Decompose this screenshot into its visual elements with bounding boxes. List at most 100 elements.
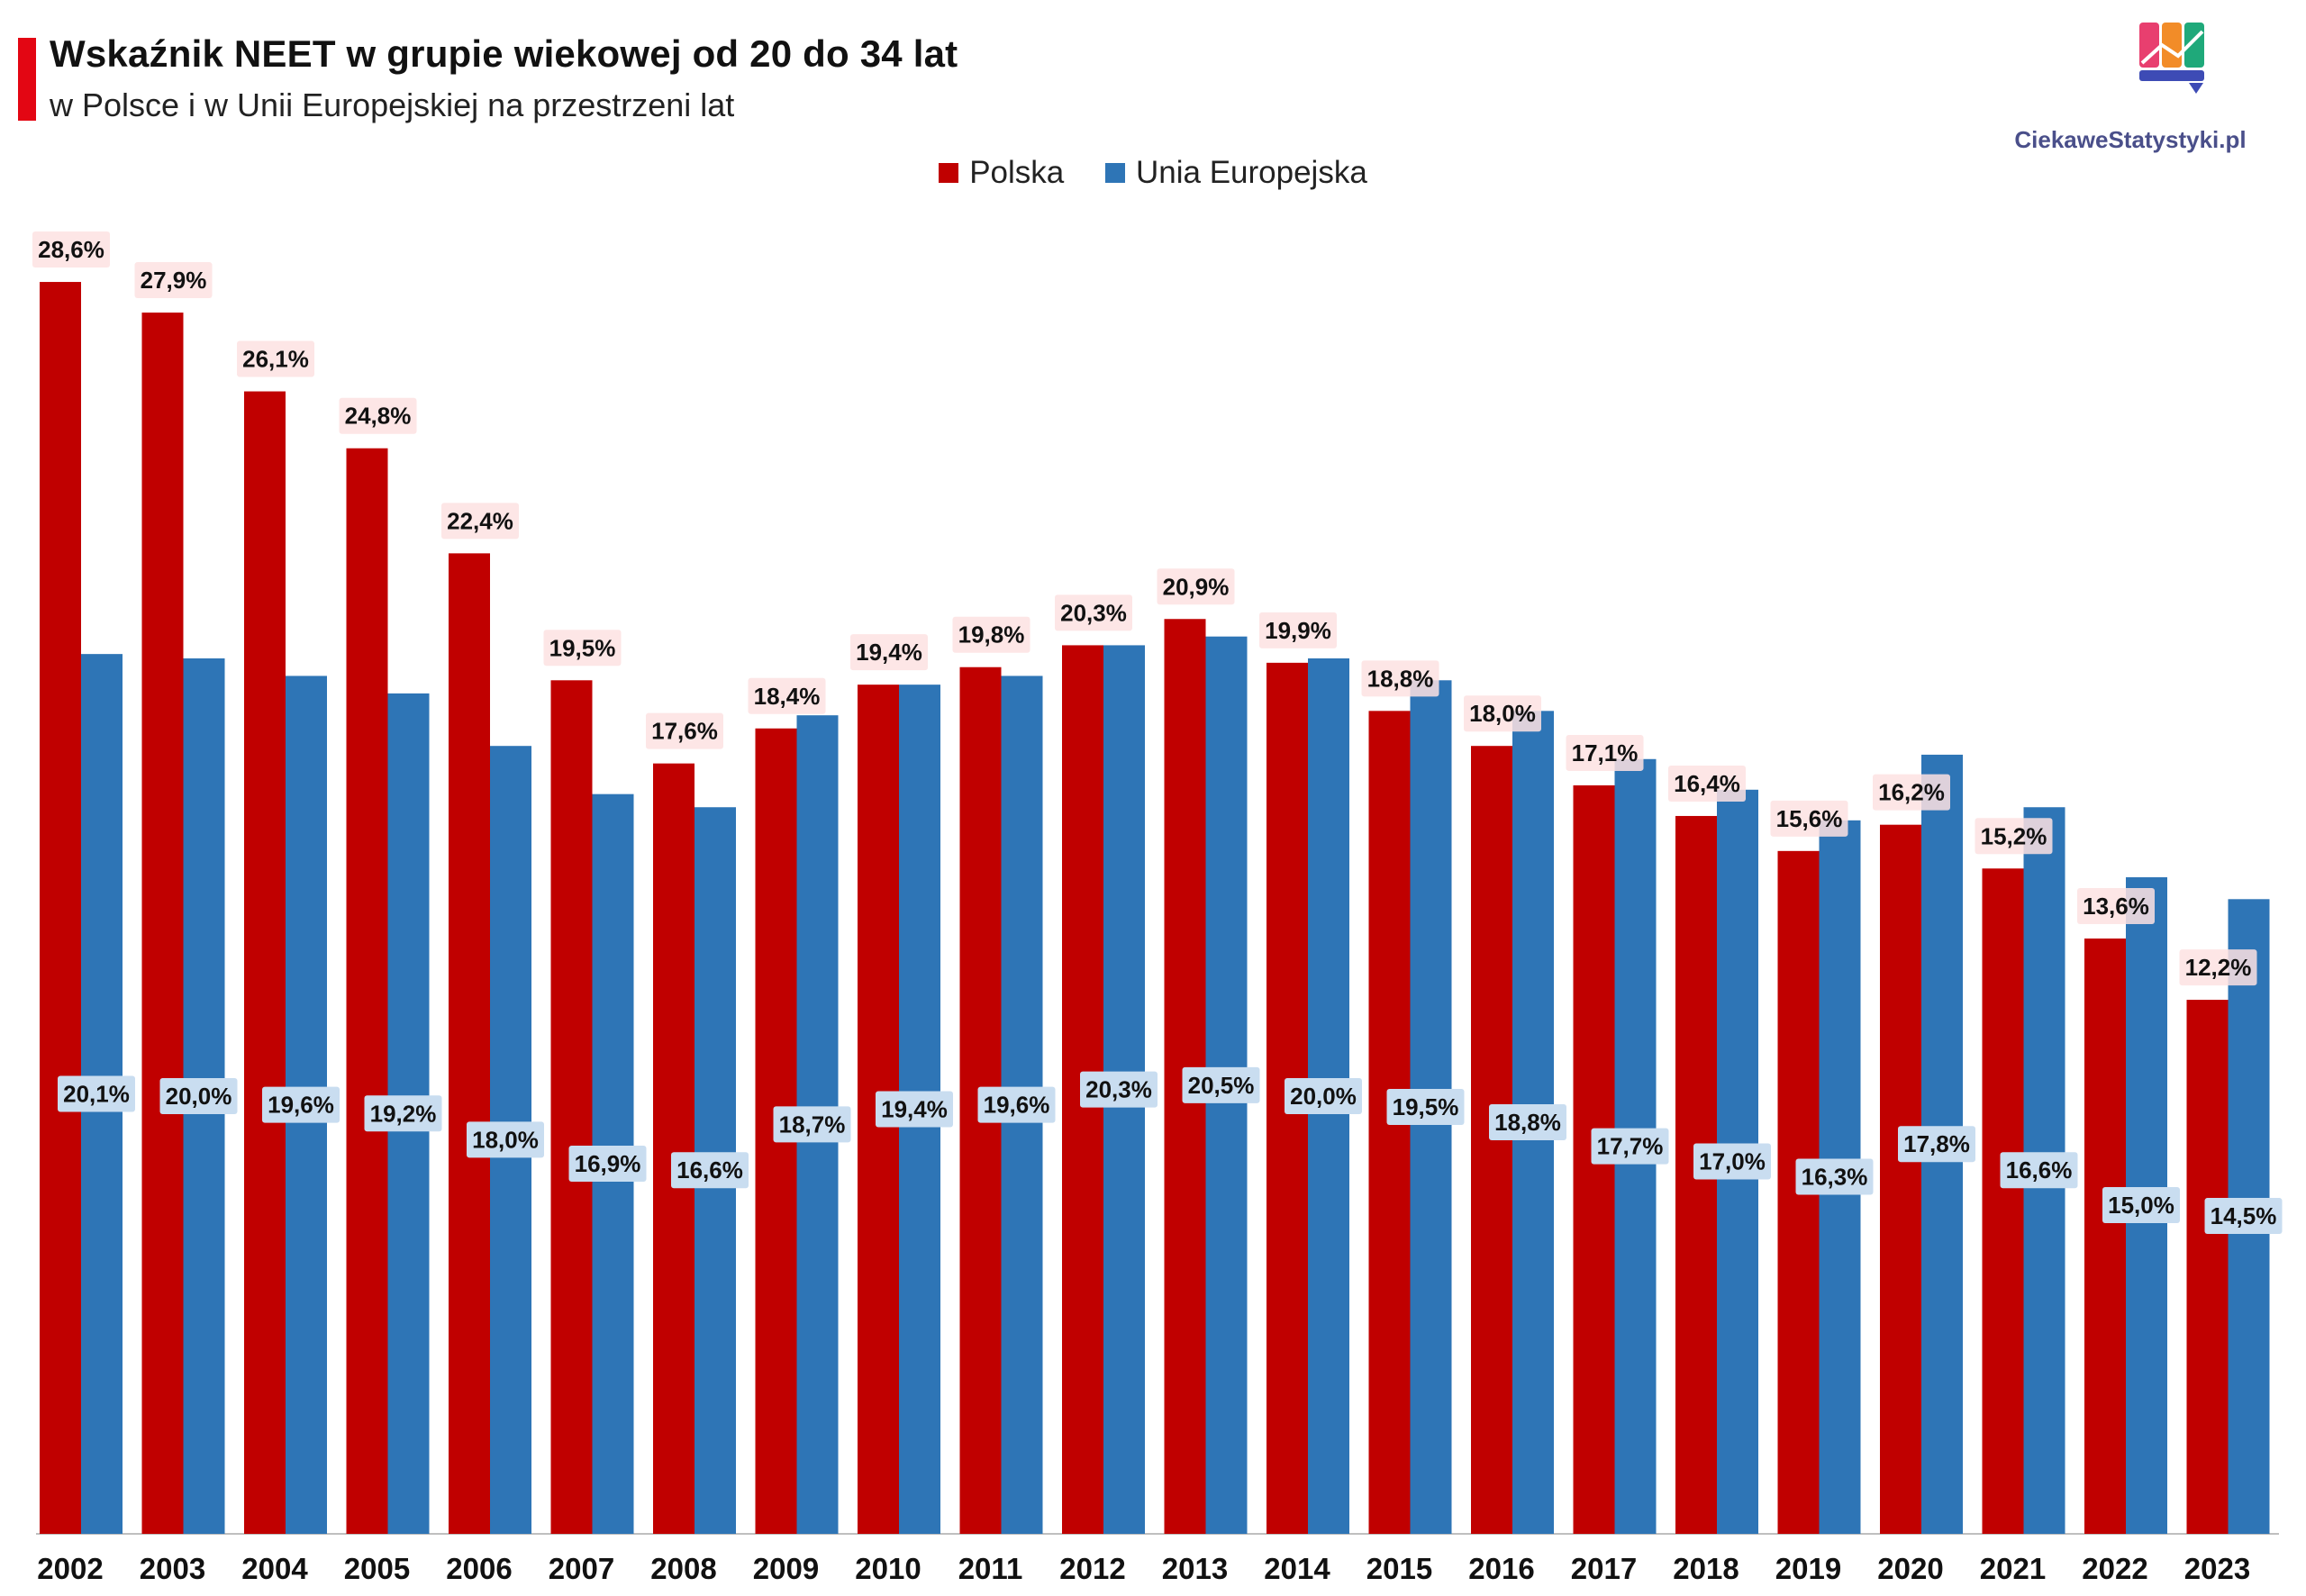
x-tick-2020: 2020 — [1877, 1552, 1943, 1585]
label-bg-ue-2012 — [1080, 1071, 1158, 1108]
data-label-polska-2017: 17,1% — [1572, 739, 1639, 766]
bar-polska-2022 — [2084, 939, 2126, 1534]
data-label-ue-2017: 17,7% — [1597, 1133, 1664, 1160]
x-tick-2017: 2017 — [1571, 1552, 1637, 1585]
legend-label-polska: Polska — [969, 155, 1065, 190]
data-label-polska-2023: 12,2% — [2185, 954, 2252, 981]
bar-polska-2005 — [346, 448, 388, 1535]
label-bg-polska-2013 — [1157, 568, 1235, 605]
label-bg-ue-2009 — [773, 1106, 851, 1143]
chart-subtitle: w Polsce i w Unii Europejskiej na przest… — [50, 86, 735, 123]
data-label-ue-2011: 19,6% — [984, 1092, 1050, 1119]
label-bg-polska-2006 — [441, 503, 519, 540]
label-bg-polska-2019 — [1770, 800, 1848, 837]
title-accent-bar — [18, 38, 36, 121]
data-label-polska-2016: 18,0% — [1469, 700, 1536, 727]
label-bg-polska-2007 — [543, 630, 622, 667]
label-bg-ue-2019 — [1795, 1158, 1874, 1195]
x-tick-2004: 2004 — [241, 1552, 308, 1585]
label-bg-ue-2006 — [467, 1121, 544, 1158]
data-label-polska-2008: 17,6% — [651, 718, 718, 745]
label-bg-polska-2020 — [1873, 774, 1950, 811]
legend-label-ue: Unia Europejska — [1135, 155, 1367, 190]
data-label-ue-2014: 20,0% — [1290, 1083, 1357, 1110]
x-tick-2005: 2005 — [344, 1552, 410, 1585]
x-tick-2010: 2010 — [855, 1552, 921, 1585]
label-bg-polska-2022 — [2077, 888, 2155, 925]
label-bg-ue-2003 — [159, 1077, 238, 1114]
data-label-polska-2019: 15,6% — [1776, 805, 1843, 832]
label-bg-ue-2008 — [671, 1152, 749, 1189]
data-label-ue-2020: 17,8% — [1903, 1130, 1970, 1157]
chart-title: Wskaźnik NEET w grupie wiekowej od 20 do… — [50, 32, 958, 75]
label-bg-polska-2002 — [32, 231, 110, 268]
label-bg-polska-2015 — [1361, 660, 1439, 697]
bar-polska-2007 — [550, 680, 593, 1534]
data-label-ue-2008: 16,6% — [676, 1156, 743, 1183]
bar-polska-2021 — [1982, 868, 2024, 1534]
data-label-polska-2002: 28,6% — [38, 236, 104, 263]
label-bg-polska-2008 — [646, 712, 723, 749]
legend-item-ue: Unia Europejska — [1104, 155, 1367, 191]
label-bg-ue-2013 — [1182, 1066, 1260, 1103]
data-label-polska-2021: 15,2% — [1981, 822, 2047, 849]
x-tick-2007: 2007 — [549, 1552, 614, 1585]
data-label-ue-2006: 18,0% — [472, 1126, 539, 1153]
label-bg-polska-2017 — [1566, 734, 1644, 771]
label-bg-ue-2020 — [1898, 1126, 1975, 1163]
data-label-ue-2019: 16,3% — [1802, 1163, 1868, 1190]
data-label-ue-2010: 19,4% — [881, 1095, 948, 1122]
x-tick-2023: 2023 — [2184, 1552, 2250, 1585]
data-label-polska-2010: 19,4% — [856, 639, 922, 666]
data-label-polska-2018: 16,4% — [1674, 770, 1740, 797]
label-bg-polska-2005 — [339, 397, 417, 434]
label-bg-polska-2018 — [1668, 765, 1746, 802]
x-tick-2006: 2006 — [446, 1552, 512, 1585]
data-label-ue-2023: 14,5% — [2211, 1202, 2277, 1229]
label-bg-polska-2003 — [134, 262, 213, 299]
data-label-ue-2013: 20,5% — [1188, 1072, 1255, 1099]
data-label-polska-2003: 27,9% — [141, 267, 207, 294]
data-label-polska-2012: 20,3% — [1060, 599, 1127, 626]
data-label-polska-2006: 22,4% — [447, 507, 513, 534]
x-tick-2002: 2002 — [37, 1552, 103, 1585]
x-tick-2022: 2022 — [2082, 1552, 2147, 1585]
label-bg-ue-2014 — [1285, 1077, 1362, 1114]
label-bg-ue-2022 — [2102, 1186, 2180, 1223]
data-label-polska-2004: 26,1% — [242, 346, 309, 373]
x-tick-2009: 2009 — [753, 1552, 819, 1585]
bar-polska-2004 — [244, 391, 286, 1534]
x-tick-2014: 2014 — [1264, 1552, 1330, 1585]
label-bg-ue-2015 — [1386, 1089, 1465, 1126]
legend-swatch-ue — [1104, 163, 1125, 183]
data-label-ue-2021: 16,6% — [2006, 1156, 2073, 1183]
label-bg-ue-2005 — [364, 1095, 442, 1132]
x-tick-2011: 2011 — [958, 1552, 1023, 1585]
data-label-ue-2009: 18,7% — [779, 1111, 846, 1138]
data-label-ue-2018: 17,0% — [1699, 1148, 1766, 1175]
chart-legend: Polska Unia Europejska — [0, 155, 2306, 191]
label-bg-polska-2016 — [1464, 695, 1541, 732]
data-label-ue-2012: 20,3% — [1085, 1076, 1152, 1103]
label-bg-ue-2007 — [568, 1145, 647, 1182]
data-label-polska-2009: 18,4% — [754, 683, 821, 710]
label-bg-ue-2021 — [2000, 1152, 2078, 1189]
label-bg-ue-2017 — [1591, 1128, 1669, 1165]
legend-swatch-polska — [939, 163, 959, 183]
label-bg-ue-2023 — [2204, 1198, 2283, 1235]
data-label-ue-2015: 19,5% — [1393, 1093, 1459, 1120]
label-bg-ue-2004 — [262, 1086, 340, 1123]
data-label-polska-2007: 19,5% — [549, 634, 616, 661]
bar-polska-2023 — [2186, 1000, 2229, 1534]
data-label-polska-2013: 20,9% — [1163, 573, 1230, 600]
label-bg-polska-2011 — [952, 616, 1030, 653]
label-bg-polska-2004 — [237, 340, 314, 377]
bar-polska-2006 — [449, 553, 490, 1534]
data-label-polska-2011: 19,8% — [958, 621, 1025, 648]
x-tick-2015: 2015 — [1366, 1552, 1432, 1585]
label-bg-polska-2010 — [850, 634, 928, 671]
data-label-ue-2007: 16,9% — [575, 1150, 641, 1177]
label-bg-polska-2023 — [2179, 949, 2257, 986]
x-tick-2018: 2018 — [1673, 1552, 1739, 1585]
